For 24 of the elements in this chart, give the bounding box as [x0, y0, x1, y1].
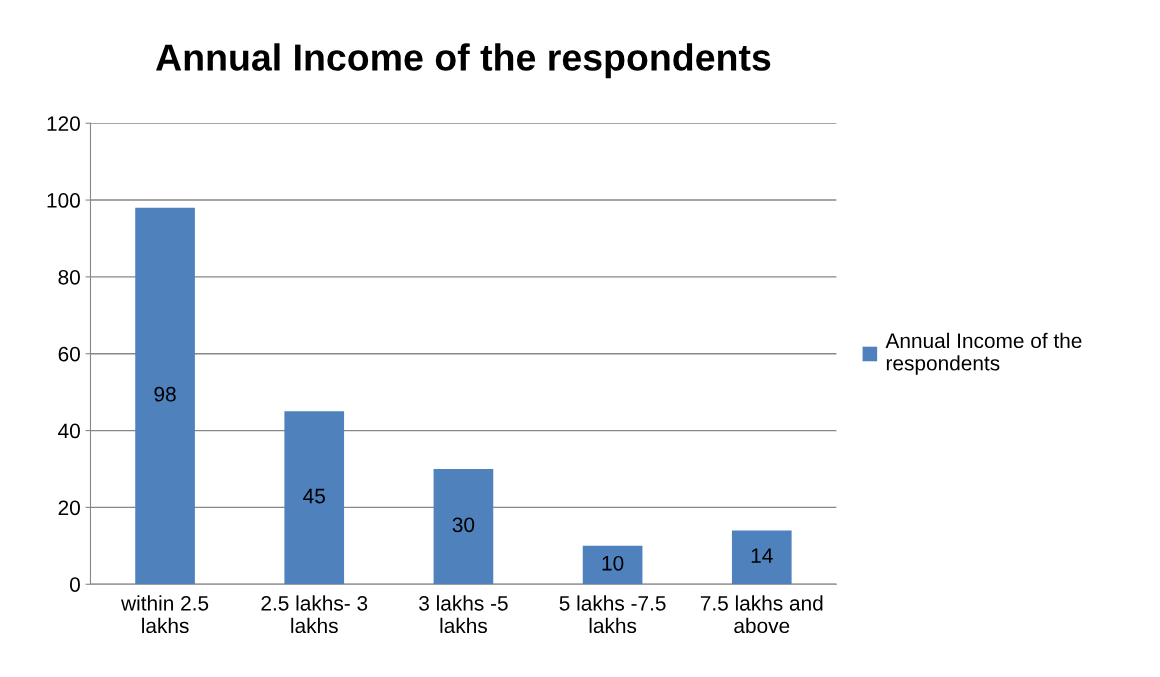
y-tick-label: 60 — [58, 346, 80, 362]
bar — [582, 545, 643, 585]
bar — [731, 530, 792, 585]
bar — [433, 468, 494, 585]
data-label: 30 — [452, 517, 475, 533]
bar — [135, 207, 195, 585]
data-label: 45 — [303, 488, 325, 504]
chart-title: Annual Income of the respondents — [156, 43, 771, 79]
data-label: 14 — [751, 548, 773, 563]
y-tick-label: 20 — [58, 500, 80, 516]
x-tick-label: 5 lakhs -7.5 lakhs — [559, 595, 666, 634]
data-label: 98 — [154, 386, 176, 402]
x-tick-label: within 2.5 lakhs — [121, 595, 209, 634]
y-tick-label: 120 — [47, 116, 80, 131]
y-tick-label: 40 — [58, 423, 80, 439]
data-label: 10 — [602, 555, 624, 571]
legend-label: Annual Income of the respondents — [885, 332, 1082, 375]
bar — [284, 411, 345, 585]
y-tick-label: 80 — [58, 269, 80, 285]
x-tick-label: 7.5 lakhs and above — [700, 595, 823, 634]
x-tick-label: 3 lakhs -5 lakhs — [419, 595, 508, 634]
x-tick-label: 2.5 lakhs- 3 lakhs — [261, 595, 368, 634]
y-tick-label: 0 — [69, 577, 80, 592]
y-tick-label: 100 — [47, 193, 80, 208]
